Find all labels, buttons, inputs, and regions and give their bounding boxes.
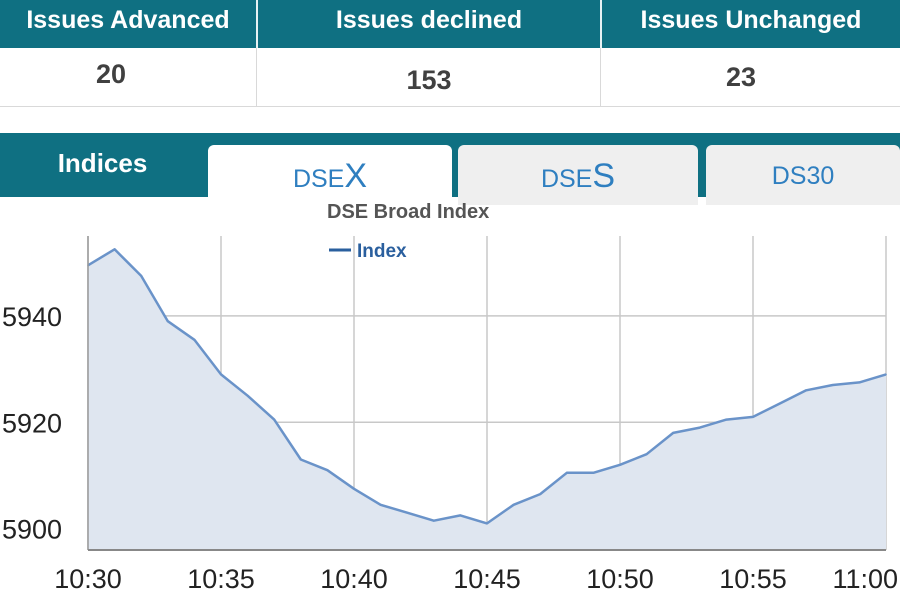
x-tick-label: 11:00 (832, 564, 898, 594)
tab-ds30-label: DS30 (771, 162, 835, 190)
issues-value-row (0, 48, 900, 107)
header-divider (256, 0, 258, 48)
header-issues-unchanged: Issues Unchanged (640, 6, 862, 34)
x-tick-label: 10:40 (320, 564, 388, 594)
x-tick-label: 10:55 (719, 564, 787, 594)
index-data-point (699, 426, 701, 429)
index-data-point (433, 519, 435, 522)
index-data-point (220, 373, 222, 376)
y-tick-label: 5940 (2, 302, 62, 332)
index-chart-svg: 10:30 10:35 10:40 10:45 10:50 10:55 11:00 5900 5… (2, 201, 898, 594)
index-data-point (725, 418, 728, 421)
index-data-point (619, 464, 621, 466)
index-data-point (858, 381, 861, 384)
index-data-point (273, 418, 276, 421)
index-data-point (353, 488, 355, 490)
indices-label: Indices (57, 148, 148, 178)
index-data-point (486, 522, 488, 525)
tab-dses[interactable]: DSES (458, 145, 698, 205)
index-data-point (406, 511, 409, 514)
value-divider (256, 48, 257, 106)
legend-label: Index (357, 241, 407, 262)
issues-header-row (0, 0, 900, 48)
tab-dses-prefix: DSE (540, 165, 593, 193)
index-data-point (778, 402, 781, 405)
index-data-point (459, 514, 462, 517)
index-data-point (832, 384, 834, 386)
x-tick-label: 10:50 (586, 564, 654, 594)
index-data-point (539, 493, 541, 495)
index-data-point (805, 389, 807, 392)
y-tick-label: 5900 (2, 515, 62, 545)
index-data-point (167, 320, 169, 322)
tab-dsex[interactable]: DSEX (208, 145, 452, 209)
tab-dses-suffix: S (592, 157, 616, 195)
index-area (88, 249, 886, 551)
value-issues-advanced: 20 (95, 59, 127, 89)
tab-dsex-prefix: DSE (292, 165, 345, 193)
index-data-point (113, 248, 116, 251)
index-data-point (592, 472, 595, 474)
index-data-point (645, 453, 648, 456)
index-data-point (193, 339, 196, 341)
index-data-point (300, 458, 302, 461)
index-data-point (512, 504, 515, 506)
area-fill (88, 249, 886, 551)
indices-tab-bar: Indices DSEX DSES DS30 (0, 133, 900, 209)
x-tick-label: 10:35 (187, 564, 255, 594)
x-tick-label: 10:45 (453, 564, 521, 594)
index-data-point (140, 275, 142, 277)
header-issues-declined: Issues declined (335, 6, 523, 34)
index-data-point (752, 416, 754, 418)
index-data-point (379, 504, 382, 506)
legend: Index (329, 241, 407, 262)
index-data-point (885, 373, 887, 376)
index-data-point (246, 394, 249, 397)
index-data-point (326, 469, 329, 472)
axes (87, 236, 886, 551)
value-issues-unchanged: 23 (725, 62, 757, 92)
header-divider (600, 0, 602, 48)
header-issues-advanced: Issues Advanced (26, 6, 230, 34)
index-data-point (672, 432, 674, 434)
value-divider (600, 48, 601, 106)
y-tick-label: 5920 (2, 408, 62, 438)
index-chart: 10:30 10:35 10:40 10:45 10:50 10:55 11:00 5900 5… (0, 196, 900, 600)
tab-ds30[interactable]: DS30 (706, 145, 900, 205)
chart-title: DSE Broad Index (327, 201, 489, 223)
tick-labels: 10:30 10:35 10:40 10:45 10:50 10:55 11:00 5900 5… (2, 302, 898, 594)
tab-dsex-suffix: X (344, 157, 368, 195)
issues-summary-table: Issues Advanced Issues declined Issues U… (0, 0, 900, 108)
x-tick-label: 10:30 (54, 564, 122, 594)
value-issues-declined: 153 (406, 65, 452, 95)
index-data-point (566, 472, 568, 474)
